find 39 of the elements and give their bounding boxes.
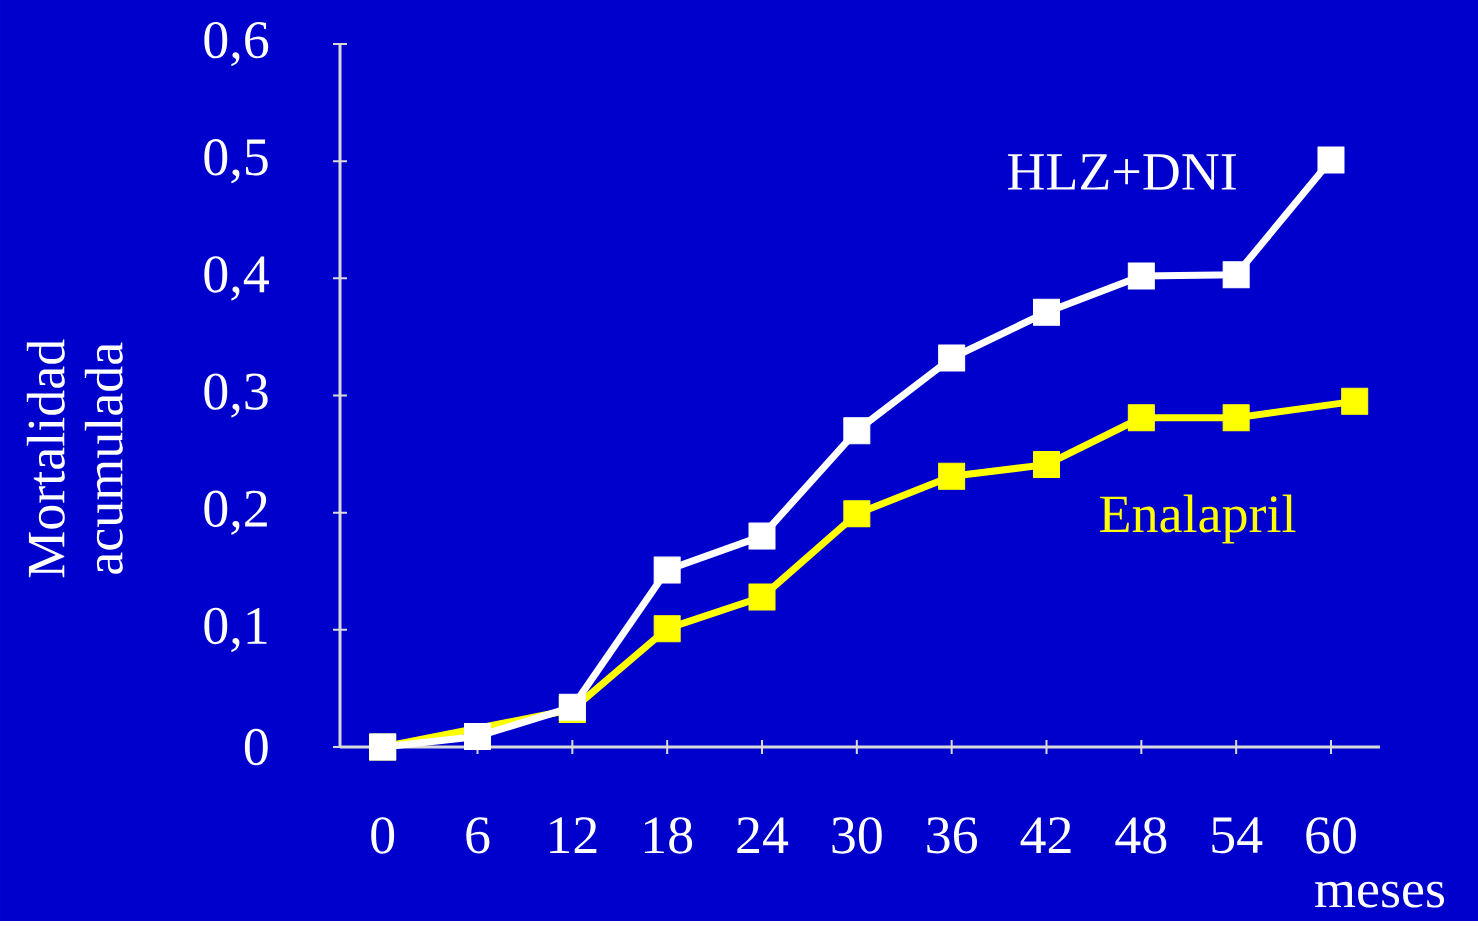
point (748, 522, 776, 550)
point (653, 615, 681, 643)
x-tick-label: 6 (466, 817, 490, 854)
point (1222, 404, 1250, 432)
series-label: Enalapril (1100, 494, 1296, 544)
point (1032, 451, 1060, 479)
point (938, 344, 966, 372)
point (1341, 388, 1369, 416)
series-label: HLZ+DNI (1007, 154, 1236, 190)
point (653, 556, 681, 584)
point (843, 417, 871, 445)
x-tick-label: 48 (1115, 817, 1167, 854)
point (1127, 404, 1155, 432)
point (464, 723, 492, 751)
y-tick-label: 0,4 (204, 256, 269, 301)
y-tick-label: 0,3 (204, 373, 268, 418)
x-tick-label: 30 (832, 817, 882, 854)
point (843, 500, 871, 528)
x-tick-label: 54 (1212, 817, 1263, 854)
y-axis-title: Mortalidad acumulada (26, 339, 123, 578)
y-tick-label: 0,1 (204, 607, 267, 653)
x-tick-label: 36 (927, 817, 978, 854)
point (938, 463, 966, 491)
point (1317, 146, 1345, 174)
y-tick-label: 0,5 (204, 139, 268, 184)
point (748, 583, 776, 611)
point (1127, 262, 1155, 290)
point (1032, 298, 1060, 326)
y-tick-label: 0,6 (204, 22, 269, 67)
x-tick-label: 60 (1306, 817, 1356, 854)
x-tick-label: 18 (644, 817, 693, 854)
x-tick-label: 12 (550, 817, 597, 854)
x-tick-label: 24 (737, 817, 789, 854)
point (1222, 261, 1250, 289)
x-axis-title: meses (1315, 881, 1445, 908)
x-tick-label: 0 (371, 817, 395, 854)
y-tick-label: 0 (244, 728, 268, 766)
y-tick-label: 0,2 (204, 490, 267, 535)
x-tick-label: 42 (1020, 817, 1071, 854)
